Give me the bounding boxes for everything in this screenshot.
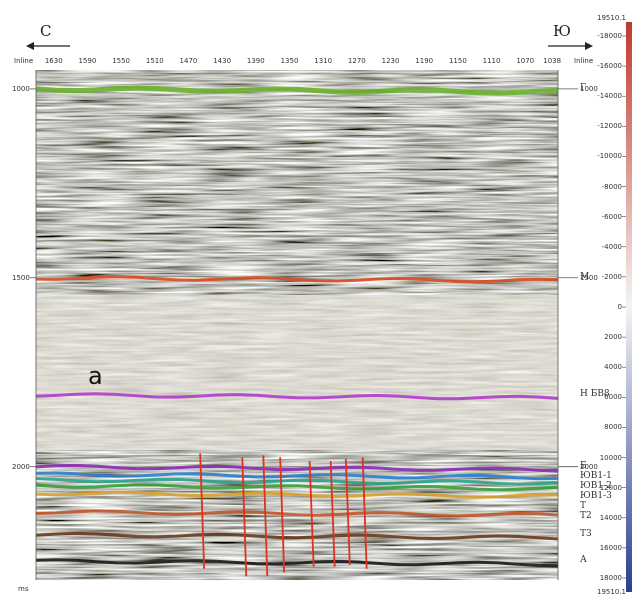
inline-left-label: Inline bbox=[14, 57, 34, 65]
colorbar-tick-label: 10000 bbox=[599, 453, 622, 462]
horizon-label: Б bbox=[580, 460, 587, 471]
fault-line bbox=[199, 453, 206, 569]
section-texture-middle bbox=[36, 295, 558, 450]
horizon-label: А bbox=[580, 555, 587, 566]
horizon-line bbox=[35, 490, 559, 499]
x-tick-label: 1430 bbox=[213, 57, 232, 65]
horizon-label: Т3 bbox=[580, 528, 592, 539]
x-tick-label: 1470 bbox=[179, 57, 198, 65]
colorbar-top-label: 19510.1 bbox=[597, 14, 626, 22]
x-tick-label: 1630 bbox=[44, 57, 63, 65]
colorbar-tick-label: 8000 bbox=[604, 423, 622, 432]
x-tick-label: 1230 bbox=[381, 57, 400, 65]
colorbar-tick-label: 6000 bbox=[604, 393, 622, 402]
colorbar-tick-label: 18000 bbox=[599, 574, 622, 582]
horizon-label: Г bbox=[580, 82, 586, 93]
colorbar-tick-label: -18000 bbox=[597, 32, 622, 40]
colorbar-bottom-label: 19510.1 bbox=[597, 588, 626, 596]
colorbar-tick-label: 12000 bbox=[599, 483, 622, 492]
horizon-line bbox=[35, 471, 559, 481]
fault-line bbox=[262, 455, 269, 577]
horizon-label: ЮВ1-3 bbox=[580, 490, 612, 501]
right-time-label: 1000 bbox=[580, 84, 598, 93]
colorbar-tick-label: 16000 bbox=[599, 543, 622, 552]
horizon-line bbox=[35, 558, 559, 568]
x-tick-label: 1550 bbox=[112, 57, 131, 65]
x-tick-label: 1350 bbox=[280, 57, 299, 65]
horizon-label: ЮВ1-2 bbox=[580, 480, 612, 491]
x-tick-label: 1310 bbox=[314, 57, 333, 65]
fault-line bbox=[329, 460, 336, 567]
colorbar-tick-label: 14000 bbox=[599, 513, 622, 522]
horizon-line bbox=[35, 483, 559, 492]
x-tick-label: 1510 bbox=[145, 57, 164, 65]
x-tick-label: 1038 bbox=[543, 57, 562, 65]
units-label: ms bbox=[18, 585, 29, 593]
x-tick-label: 1070 bbox=[516, 57, 535, 65]
x-tick-label: 1150 bbox=[448, 57, 467, 65]
y-tick-label: 1000 bbox=[12, 84, 30, 93]
fault-line bbox=[308, 460, 315, 567]
y-tick-label: 2000 bbox=[12, 462, 30, 471]
section-texture-upper bbox=[36, 70, 558, 295]
colorbar-tick-label: 4000 bbox=[604, 363, 622, 372]
x-tick-label: 1390 bbox=[246, 57, 265, 65]
fault-line bbox=[344, 459, 351, 565]
inline-right-label: Inline bbox=[574, 57, 594, 65]
colorbar-tick-label: 0 bbox=[617, 303, 622, 311]
horizon-line bbox=[35, 531, 559, 541]
right-time-label: 1500 bbox=[580, 273, 598, 282]
colorbar-tick-label: -8000 bbox=[601, 182, 622, 191]
horizon-label: ЮВ1-1 bbox=[580, 470, 612, 481]
y-tick-label: 1500 bbox=[12, 273, 30, 282]
horizon-line bbox=[35, 463, 559, 473]
fault-line bbox=[279, 457, 286, 573]
horizon-line bbox=[35, 275, 559, 284]
colorbar-tick-label: -12000 bbox=[597, 122, 622, 131]
x-tick-label: 1270 bbox=[347, 57, 366, 65]
panel-label: а bbox=[88, 362, 103, 390]
right-direction-label: Ю bbox=[553, 22, 571, 40]
x-tick-label: 1590 bbox=[78, 57, 97, 65]
colorbar-tick-label: -6000 bbox=[601, 212, 622, 221]
horizon-line bbox=[35, 477, 559, 486]
x-tick-label: 1110 bbox=[482, 57, 501, 65]
horizon-label: Н БВ8 bbox=[580, 388, 610, 399]
colorbar-tick-label: -14000 bbox=[597, 92, 622, 101]
horizon-label: Т bbox=[580, 500, 587, 511]
left-arrow-icon bbox=[26, 42, 70, 50]
color-bar bbox=[626, 22, 632, 592]
fault-line bbox=[241, 457, 248, 577]
colorbar-tick-label: 2000 bbox=[604, 333, 622, 342]
fault-line bbox=[361, 457, 368, 569]
colorbar-tick-label: -4000 bbox=[601, 242, 622, 251]
right-arrow-icon bbox=[548, 42, 593, 50]
right-time-label: 2000 bbox=[580, 462, 598, 471]
horizon-label: М bbox=[580, 271, 590, 282]
x-tick-label: 1190 bbox=[415, 57, 434, 65]
horizon-line bbox=[35, 392, 559, 401]
horizon-line bbox=[35, 509, 559, 518]
horizon-line bbox=[35, 85, 559, 96]
horizon-label: Т2 bbox=[580, 510, 592, 521]
colorbar-tick-label: -16000 bbox=[597, 62, 622, 71]
left-direction-label: С bbox=[40, 22, 52, 40]
colorbar-tick-label: -10000 bbox=[597, 152, 622, 161]
colorbar-tick-label: -2000 bbox=[601, 272, 622, 281]
